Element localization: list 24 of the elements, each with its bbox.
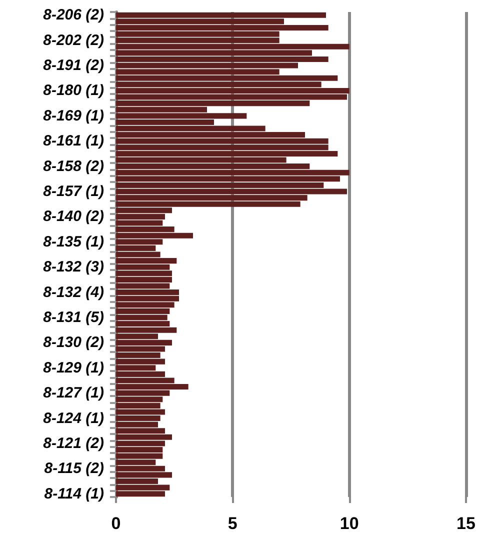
y-tick-label: 8-121 (2)	[43, 434, 104, 452]
y-tick-label: 8-124 (1)	[43, 410, 104, 427]
y-tick-label: 8-115 (2)	[44, 460, 104, 478]
y-tick-label: 8-169 (1)	[43, 107, 104, 124]
x-tick-label: 0	[111, 514, 121, 533]
y-tick-label: 8-127 (1)	[43, 384, 104, 402]
y-tick-label: 8-131 (5)	[43, 308, 104, 326]
x-tick-label: 15	[456, 514, 476, 533]
y-tick-label: 8-202 (2)	[43, 32, 104, 49]
y-tick-label: 8-130 (2)	[43, 334, 104, 352]
x-tick-label: 10	[340, 514, 359, 533]
y-tick-label: 8-135 (1)	[43, 233, 104, 250]
y-tick-label: 8-161 (1)	[43, 132, 104, 150]
y-tick-label: 8-157 (1)	[43, 183, 104, 200]
y-tick-label: 8-158 (2)	[43, 158, 104, 175]
y-tick-label: 8-191 (2)	[43, 57, 104, 74]
y-tick-label: 8-114 (1)	[44, 485, 104, 502]
y-tick-label: 8-206 (2)	[43, 6, 104, 24]
x-tick-label: 5	[228, 514, 238, 533]
y-tick-label: 8-129 (1)	[43, 359, 104, 376]
y-tick-label: 8-140 (2)	[43, 208, 104, 226]
y-tick-label: 8-180 (1)	[43, 82, 104, 100]
y-tick-label: 8-132 (3)	[43, 258, 104, 276]
y-tick-label: 8-132 (4)	[43, 284, 104, 301]
